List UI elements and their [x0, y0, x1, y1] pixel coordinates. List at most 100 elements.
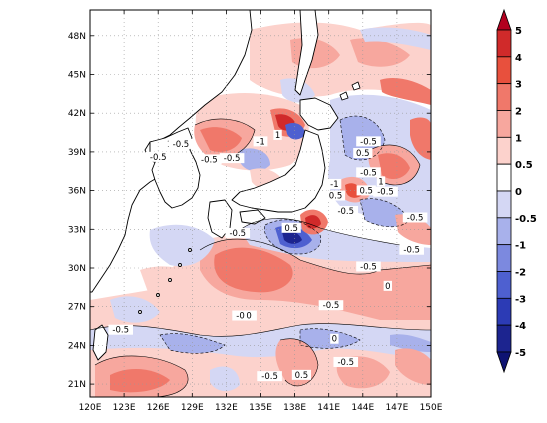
- x-tick-label: 129E: [181, 403, 204, 413]
- contour-label-bg: [225, 227, 251, 238]
- contour-label-bg: [356, 261, 381, 272]
- contour-label: -0.5: [323, 301, 340, 311]
- contour-label-bg: [402, 212, 428, 223]
- contour-label: 0: [332, 335, 337, 345]
- colorbar-swatch: [496, 110, 512, 138]
- contour-label-bg: [273, 129, 282, 140]
- axis-ticks: 120E 123E 126E 129E 132E 135E 138E 141E 144E 147E…: [68, 10, 443, 413]
- colorbar-swatch: [496, 297, 512, 326]
- x-tick-label: 138E: [283, 403, 306, 413]
- contour-label: 1: [378, 177, 383, 187]
- colorbar-swatch: [496, 271, 512, 299]
- contour-label: -0.5: [236, 312, 253, 322]
- contour-label: -0.5: [360, 168, 377, 178]
- colorbar-label: -5: [515, 348, 526, 359]
- contour-label-bg: [373, 186, 398, 197]
- colorbar-label: -3: [515, 294, 526, 305]
- contour-lines: [90, 118, 431, 397]
- contour-label-layer: 1-0.5-0.5-0.5-0.5-11-0.50.5-0.510.5-0.5-…: [108, 129, 428, 382]
- contour-label: 0.5: [284, 224, 298, 234]
- contour-label-bg: [197, 154, 222, 165]
- contour-label-bg: [399, 244, 424, 255]
- y-tick-label: 27N: [68, 303, 86, 313]
- contour-label: 0.5: [356, 149, 370, 159]
- contour-label-bg: [145, 151, 171, 162]
- contour-label: -0.5: [377, 188, 394, 198]
- contour-label: -0.5: [229, 229, 246, 239]
- colorbar-swatch: [496, 83, 512, 111]
- y-tick-label: 48N: [68, 32, 86, 42]
- contour-label-bg: [219, 153, 245, 164]
- x-tick-label: 144E: [351, 403, 374, 413]
- colorbar-label: -2: [515, 268, 526, 279]
- colorbar-swatch: [496, 56, 512, 85]
- y-tick-label: 39N: [68, 148, 86, 158]
- y-tick-label: 36N: [68, 187, 86, 197]
- contour-label: -0.5: [150, 153, 167, 163]
- colorbar-swatch: [496, 29, 512, 58]
- colorbar-label: 2: [515, 107, 522, 118]
- x-tick-label: 141E: [317, 403, 340, 413]
- colorbar-label: 0: [515, 187, 522, 198]
- y-tick-label: 33N: [68, 225, 86, 235]
- contour-label: 0: [246, 312, 251, 322]
- colorbar-label: -0.5: [515, 214, 537, 225]
- contour-label: -0.5: [224, 154, 241, 164]
- contour-label: -0.5: [407, 213, 424, 223]
- contour-label-bg: [325, 190, 346, 201]
- contour-label-bg: [327, 178, 342, 189]
- y-tick-label: 21N: [68, 380, 86, 390]
- x-tick-label: 135E: [249, 403, 272, 413]
- x-tick-label: 150E: [420, 403, 443, 413]
- colorbar-swatch: [496, 136, 512, 165]
- contour-label: -1: [256, 137, 264, 147]
- colorbar-bottom-arrow: [496, 351, 512, 374]
- contour-label-bg: [376, 176, 386, 187]
- contour-label-bg: [108, 324, 133, 335]
- colorbar-label: 3: [515, 80, 522, 91]
- contour-label-bg: [168, 138, 194, 149]
- contour-label: 0.5: [295, 371, 309, 381]
- contour-label: -0.5: [337, 207, 354, 217]
- colorbar-label: -4: [515, 321, 526, 332]
- contour-label-bg: [333, 206, 359, 217]
- contour-label-bg: [291, 369, 312, 380]
- colorbar-top-arrow: [496, 8, 512, 31]
- colorbar-label: -1: [515, 241, 526, 252]
- x-tick-label: 132E: [215, 403, 238, 413]
- contour-label: -0.5: [337, 358, 354, 368]
- x-tick-label: 147E: [385, 403, 408, 413]
- contour-label-bg: [356, 136, 381, 147]
- contour-label: -0.5: [112, 326, 129, 336]
- contour-label: 0.5: [329, 192, 343, 202]
- colorbar-label: 5: [515, 26, 522, 37]
- y-tick-label: 42N: [68, 109, 86, 119]
- contour-label: -0.5: [360, 263, 377, 273]
- y-tick-label: 24N: [68, 341, 86, 351]
- anomaly-field: [90, 22, 431, 397]
- contour-label-bg: [318, 300, 344, 311]
- contour-label: 0: [385, 282, 390, 292]
- contour-label-bg: [257, 371, 282, 382]
- contour-label-bg: [333, 356, 359, 367]
- contour-label: -0.5: [360, 137, 377, 147]
- colorbar-label: 1: [515, 133, 522, 144]
- contour-label: -1: [330, 180, 338, 190]
- colorbar-swatch: [496, 163, 512, 192]
- colorbar-label: 0.5: [515, 160, 533, 171]
- colorbar-swatch: [496, 190, 512, 219]
- contour-label-bg: [383, 280, 393, 291]
- land-masses: [89, 9, 361, 361]
- contour-label: -0.5: [403, 246, 420, 256]
- contour-label-bg: [253, 136, 268, 147]
- x-tick-label: 120E: [79, 403, 102, 413]
- contour-label-bg: [330, 333, 339, 344]
- gridlines: [90, 10, 431, 397]
- contour-label: -0.5: [261, 372, 278, 382]
- colorbar-swatch: [496, 217, 512, 246]
- contour-label: 0.5: [359, 186, 373, 196]
- contour-label: -0.5: [201, 155, 218, 165]
- colorbar-swatch: [496, 244, 512, 272]
- colorbar-label: 4: [515, 53, 522, 64]
